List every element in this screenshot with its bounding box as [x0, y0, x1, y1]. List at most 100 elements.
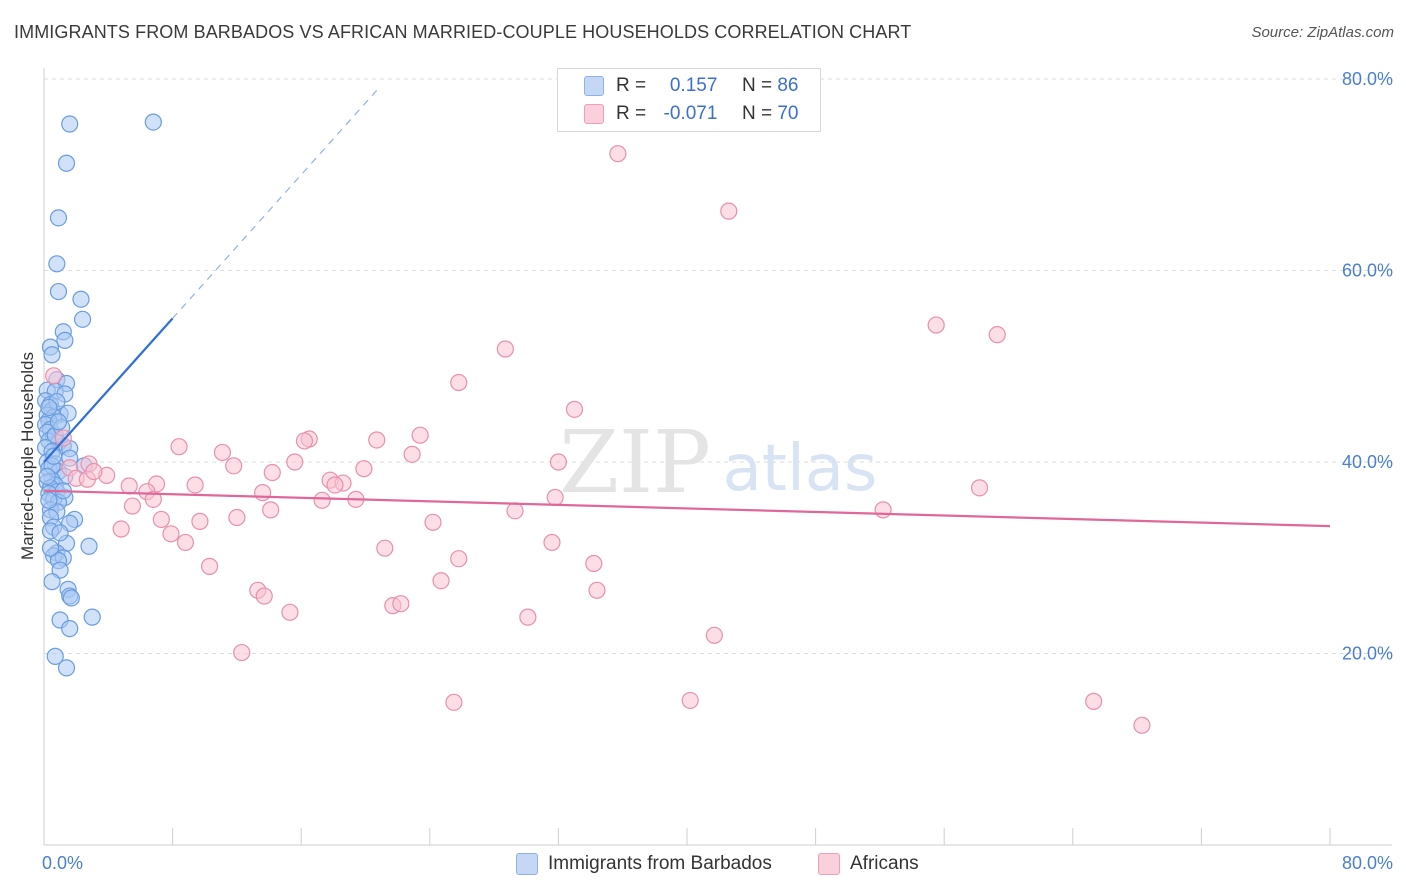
point-africans-30: [120, 477, 138, 495]
point-barbados-9: [56, 331, 74, 349]
legend-n-value-1: 86: [777, 75, 799, 96]
point-africans-41: [874, 501, 892, 519]
point-africans-52: [200, 557, 219, 575]
y-tick-label-1: 40.0%: [1342, 452, 1393, 472]
point-barbados-6: [72, 290, 90, 308]
point-africans-15: [286, 453, 304, 471]
bottom-legend-label-barbados: Immigrants from Barbados: [548, 853, 772, 874]
point-africans-1: [720, 202, 738, 220]
point-africans-28: [186, 476, 204, 494]
point-africans-55: [588, 581, 606, 599]
point-africans-11: [368, 431, 386, 449]
point-africans-62: [705, 626, 723, 644]
point-africans-4: [496, 340, 514, 358]
point-africans-50: [543, 533, 561, 552]
point-africans-60: [281, 603, 299, 621]
y-tick-label-2: 60.0%: [1342, 261, 1393, 281]
point-africans-5: [450, 373, 468, 392]
point-africans-14: [403, 445, 421, 463]
point-barbados-1: [144, 113, 162, 131]
trend-line-barbados-extension: [172, 88, 379, 319]
point-africans-2: [927, 316, 945, 334]
legend-r-label-1: R =: [616, 75, 647, 96]
point-barbados-85: [45, 447, 63, 465]
legend-n-label-2: N =: [741, 103, 773, 124]
legend-n-value-2: 70: [777, 103, 799, 124]
point-africans-32: [970, 479, 989, 497]
point-barbados-0: [61, 115, 79, 133]
point-africans-29: [326, 476, 344, 494]
tick-labels: 20.0% 40.0% 60.0% 80.0% 0.0% 80.0%: [42, 69, 1393, 873]
point-africans-10: [411, 426, 429, 444]
point-africans-9: [295, 432, 314, 450]
point-africans-3: [988, 326, 1006, 344]
point-africans-0: [609, 145, 627, 163]
point-barbados-72: [57, 659, 76, 677]
point-barbados-4: [48, 255, 66, 273]
point-africans-43: [191, 512, 209, 530]
chart-title: IMMIGRANTS FROM BARBADOS VS AFRICAN MARR…: [14, 22, 912, 42]
point-barbados-71: [46, 647, 64, 665]
legend-r-label-2: R =: [616, 103, 647, 124]
point-africans-59: [392, 595, 410, 613]
legend-swatch-africans: [584, 104, 604, 124]
point-barbados-80: [51, 524, 69, 542]
point-africans-64: [681, 691, 699, 710]
point-barbados-7: [73, 310, 92, 328]
point-africans-6: [565, 400, 584, 418]
watermark-atlas: atlas: [723, 432, 878, 506]
point-barbados-59: [80, 537, 98, 555]
point-africans-16: [225, 457, 243, 475]
trend-line-africans: [43, 489, 1331, 528]
chart-source: Source: ZipAtlas.com: [1251, 24, 1394, 41]
point-africans-39: [262, 501, 280, 519]
trend-line-barbados: [43, 317, 174, 463]
point-barbados-70: [61, 620, 79, 638]
point-africans-53: [585, 554, 603, 573]
point-africans-65: [1085, 692, 1103, 710]
trend-lines: [43, 88, 1331, 528]
point-barbados-78: [49, 413, 68, 431]
point-africans-61: [519, 608, 537, 626]
bottom-legend-label-africans: Africans: [850, 853, 919, 874]
legend-swatch-barbados: [584, 76, 604, 96]
point-africans-57: [255, 587, 273, 605]
point-africans-67: [1133, 716, 1151, 734]
point-africans-46: [112, 520, 130, 538]
series-barbados-points: [37, 113, 162, 677]
point-africans-33: [254, 484, 272, 502]
point-africans-34: [144, 490, 162, 508]
point-africans-40: [506, 502, 524, 520]
point-barbados-79: [41, 539, 60, 557]
point-africans-48: [176, 533, 195, 552]
point-africans-38: [123, 497, 142, 515]
correlation-legend: R = 0.157 N = 86 R = -0.071 N = 70: [557, 68, 821, 132]
series-africans-points: [45, 145, 1151, 734]
y-tick-label-0: 20.0%: [1342, 644, 1393, 664]
point-africans-12: [170, 438, 188, 456]
legend-text-barbados: R = 0.157 N = 86: [616, 75, 798, 97]
point-africans-7: [54, 429, 72, 447]
x-tick-label-1: 80.0%: [1342, 853, 1393, 873]
y-axis-label: Married-couple Households: [18, 352, 37, 560]
legend-text-africans: R = -0.071 N = 70: [616, 103, 798, 125]
x-tick-label-0: 0.0%: [42, 853, 83, 873]
point-barbados-77: [38, 467, 56, 485]
point-africans-49: [376, 539, 394, 557]
legend-r-value-2: -0.071: [663, 103, 718, 124]
legend-n-label-1: N =: [741, 75, 773, 96]
point-africans-69: [85, 462, 103, 481]
point-barbados-3: [49, 209, 68, 227]
point-africans-21: [263, 463, 281, 482]
point-barbados-69: [83, 608, 101, 626]
point-africans-37: [546, 488, 564, 507]
legend-r-value-1: 0.157: [669, 75, 718, 96]
point-africans-13: [213, 443, 232, 462]
y-tick-label-3: 80.0%: [1342, 69, 1393, 89]
point-africans-63: [233, 643, 251, 662]
bottom-swatch-africans: [818, 853, 840, 875]
point-africans-54: [432, 572, 450, 590]
point-barbados-81: [43, 573, 61, 591]
point-africans-36: [313, 491, 331, 509]
